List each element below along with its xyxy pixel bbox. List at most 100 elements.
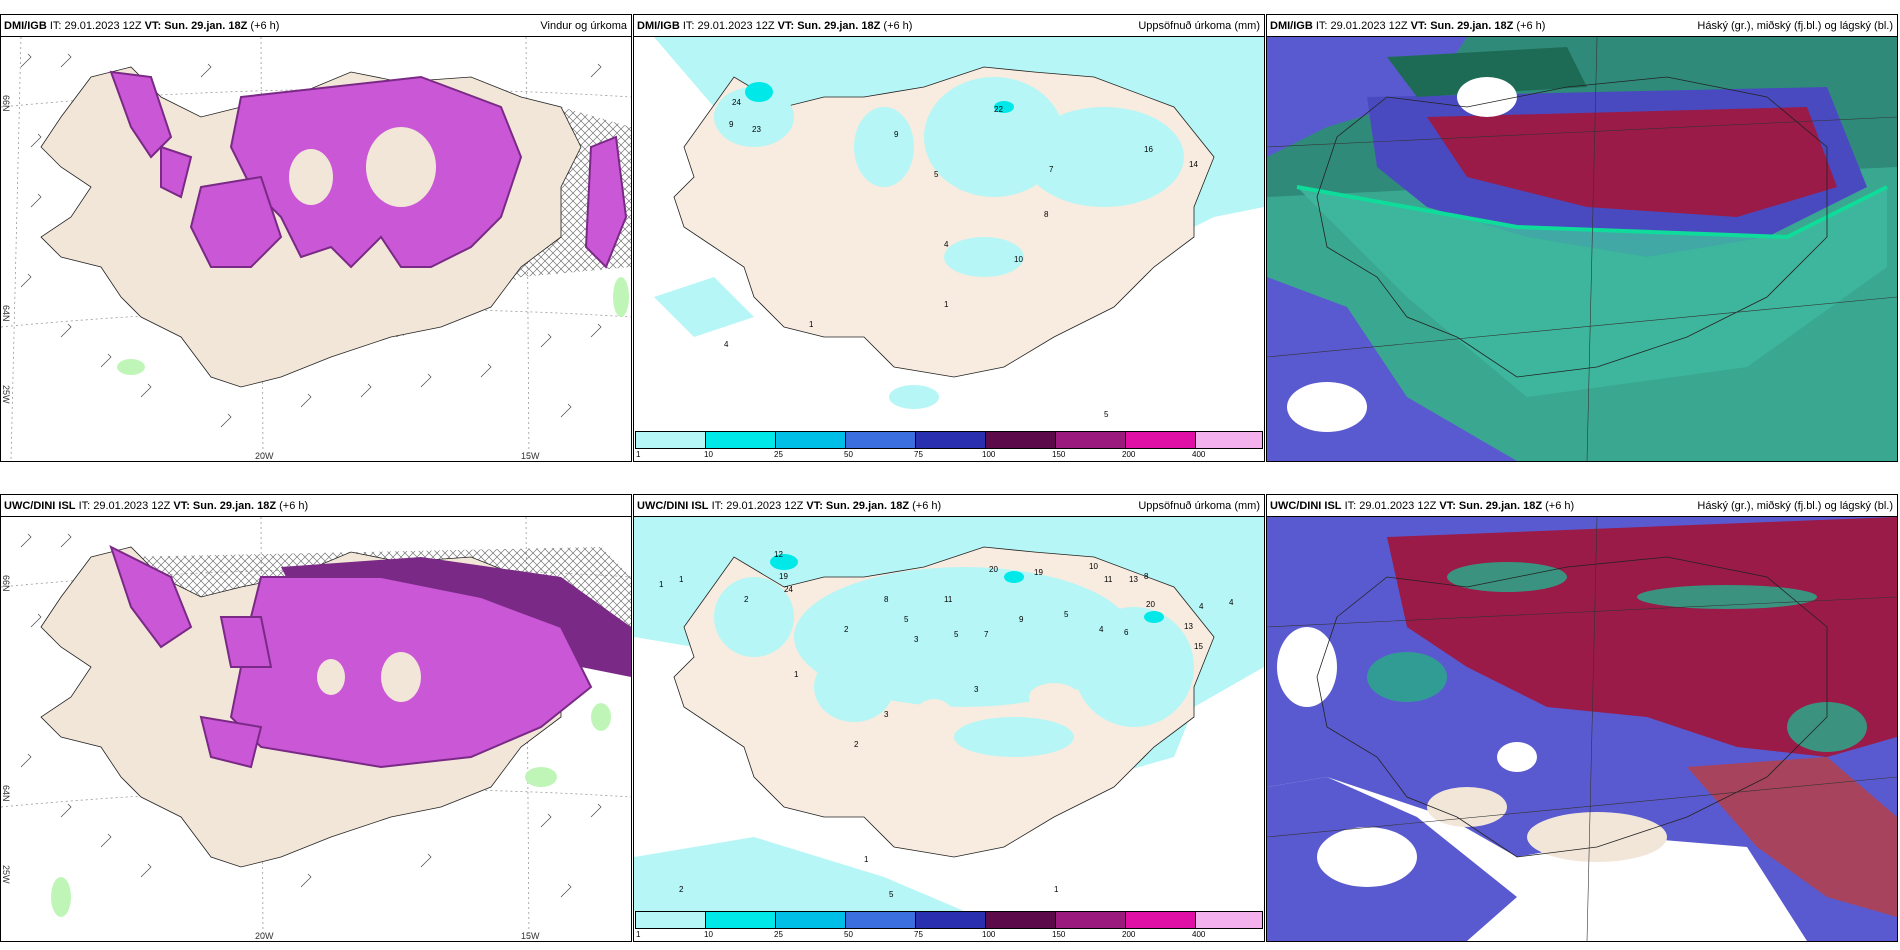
accum-value: 11 (944, 595, 953, 604)
valid-time: VT: Sun. 29.jan. 18Z (1410, 20, 1514, 32)
lat-label-64: 64N (1, 785, 11, 802)
valid-time: VT: Sun. 29.jan. 18Z (806, 500, 910, 512)
accum-value: 3 (884, 710, 889, 719)
colorbar-swatch (1195, 431, 1263, 449)
accum-value: 11 (1104, 575, 1113, 584)
colorbar-swatch (985, 431, 1055, 449)
accum-value: 23 (752, 125, 761, 134)
accum-value: 16 (1144, 145, 1153, 154)
panel-header: UWC/DINI ISL IT: 29.01.2023 12Z VT: Sun.… (1, 495, 631, 517)
accum-value-labels: 24 23 9 9 5 22 7 16 14 8 4 10 1 1 4 5 (724, 98, 1198, 419)
init-time: IT: 29.01.2023 12Z (1344, 500, 1437, 512)
cloud-map (1267, 37, 1897, 461)
accum-value: 5 (1064, 610, 1069, 619)
accum-value: 1 (864, 855, 869, 864)
accum-value: 13 (1129, 575, 1138, 584)
lat-label-66: 66N (1, 575, 11, 592)
valid-time: VT: Sun. 29.jan. 18Z (173, 500, 277, 512)
colorbar-swatch (1055, 911, 1125, 929)
colorbar-label: 75 (914, 450, 923, 459)
panel-header: DMI/IGB IT: 29.01.2023 12Z VT: Sun. 29.j… (1, 15, 631, 37)
accum-value: 5 (904, 615, 909, 624)
lat-label-66: 66N (1, 95, 11, 112)
colorbar-swatch (1195, 911, 1263, 929)
panel-cloud-dmi: DMI/IGB IT: 29.01.2023 12Z VT: Sun. 29.j… (1266, 14, 1898, 462)
accum-value: 1 (809, 320, 814, 329)
accum-value: 1 (1054, 885, 1059, 894)
lon-label-25w: 25W (1, 385, 11, 404)
accum-value: 24 (784, 585, 793, 594)
accum-value: 1 (659, 580, 664, 589)
accum-value: 20 (1146, 600, 1155, 609)
panel-header: UWC/DINI ISL IT: 29.01.2023 12Z VT: Sun.… (1267, 495, 1897, 517)
lon-label-25w: 25W (1, 865, 11, 884)
colorbar-swatch (915, 431, 985, 449)
colorbar: 1 10 25 50 75 100 150 200 400 (634, 911, 1264, 941)
colorbar-label: 50 (844, 450, 853, 459)
init-time: IT: 29.01.2023 12Z (49, 20, 142, 32)
colorbar-label: 400 (1192, 450, 1206, 459)
accum-value: 12 (774, 550, 783, 559)
lon-label-20w: 20W (255, 451, 274, 461)
colorbar: 1 10 25 50 75 100 150 200 400 (634, 431, 1264, 461)
colorbar-label: 100 (982, 450, 996, 459)
colorbar-label: 10 (704, 930, 713, 939)
lead-time: (+6 h) (883, 20, 913, 32)
accum-value: 5 (954, 630, 959, 639)
accum-value: 20 (989, 565, 998, 574)
accum-value: 8 (1144, 572, 1149, 581)
init-time: IT: 29.01.2023 12Z (78, 500, 171, 512)
accum-value: 5 (889, 890, 894, 899)
colorbar-label: 10 (704, 450, 713, 459)
lead-time: (+6 h) (250, 20, 280, 32)
accum-value: 10 (1014, 255, 1023, 264)
colorbar-swatch (985, 911, 1055, 929)
accum-value: 4 (1099, 625, 1104, 634)
colorbar-label: 150 (1052, 450, 1066, 459)
lead-time: (+6 h) (1516, 20, 1546, 32)
accum-value: 1 (679, 575, 684, 584)
lon-label-15w: 15W (521, 451, 540, 461)
accum-value: 19 (1034, 568, 1043, 577)
accum-value: 19 (779, 572, 788, 581)
panel-cloud-uwc: UWC/DINI ISL IT: 29.01.2023 12Z VT: Sun.… (1266, 494, 1898, 942)
colorbar-label: 200 (1122, 450, 1136, 459)
accum-value: 4 (1199, 602, 1204, 611)
accum-value: 7 (1049, 165, 1054, 174)
panel-title: Vindur og úrkoma (540, 20, 627, 32)
accum-value: 1 (794, 670, 799, 679)
accum-value: 13 (1184, 622, 1193, 631)
init-time: IT: 29.01.2023 12Z (711, 500, 804, 512)
valid-time: VT: Sun. 29.jan. 18Z (777, 20, 881, 32)
panel-wind-dmi: DMI/IGB IT: 29.01.2023 12Z VT: Sun. 29.j… (0, 14, 632, 462)
colorbar-label: 200 (1122, 930, 1136, 939)
accum-value: 3 (914, 635, 919, 644)
init-time: IT: 29.01.2023 12Z (682, 20, 775, 32)
colorbar-swatch (635, 431, 705, 449)
panel-header: UWC/DINI ISL IT: 29.01.2023 12Z VT: Sun.… (634, 495, 1264, 517)
model-name: UWC/DINI ISL (637, 500, 709, 512)
accum-value: 14 (1189, 160, 1198, 169)
colorbar-swatch (1125, 911, 1195, 929)
panel-title: Háský (gr.), miðský (fj.bl.) og lágský (… (1697, 20, 1893, 32)
model-name: DMI/IGB (637, 20, 680, 32)
accum-value: 9 (729, 120, 734, 129)
init-time: IT: 29.01.2023 12Z (1315, 20, 1408, 32)
accum-value: 10 (1089, 562, 1098, 571)
accum-value: 22 (994, 105, 1003, 114)
colorbar-swatch (775, 431, 845, 449)
colorbar-label: 400 (1192, 930, 1206, 939)
colorbar-swatch (705, 431, 775, 449)
accum-value: 15 (1194, 642, 1203, 651)
accum-value: 6 (1124, 628, 1129, 637)
colorbar-swatch (915, 911, 985, 929)
valid-time: VT: Sun. 29.jan. 18Z (1439, 500, 1543, 512)
lead-time: (+6 h) (1545, 500, 1575, 512)
accum-value: 9 (1019, 615, 1024, 624)
lon-label-15w: 15W (521, 931, 540, 941)
accum-value: 2 (679, 885, 684, 894)
panel-title: Uppsöfnuð úrkoma (mm) (1138, 500, 1260, 512)
accum-value: 1 (944, 300, 949, 309)
accum-value: 5 (1104, 410, 1109, 419)
